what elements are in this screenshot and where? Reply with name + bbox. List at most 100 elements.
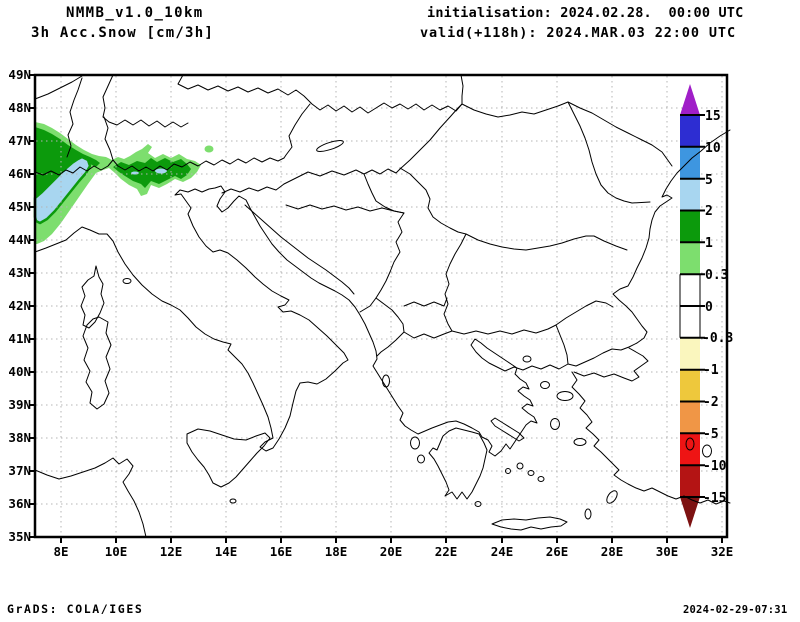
colorbar-label: 0.3	[705, 268, 728, 283]
lon-label: 18E	[325, 544, 348, 559]
model-title: NMMB_v1.0_10km	[66, 5, 204, 21]
colorbar-segment	[680, 115, 700, 147]
lon-label: 22E	[435, 544, 458, 559]
lat-label: 36N	[8, 496, 31, 511]
colorbar-label: 10	[705, 141, 721, 156]
border-france-germany	[34, 75, 83, 100]
border-austria-hungary	[283, 103, 311, 159]
border-croatia-bosnia	[244, 204, 355, 295]
lat-label: 43N	[8, 265, 31, 280]
border-serbia-macedonia	[403, 297, 448, 307]
lon-label: 20E	[380, 544, 403, 559]
field-title: 3h Acc.Snow [cm/3h]	[31, 25, 214, 41]
colorbar-label: -15	[703, 491, 726, 506]
lon-label: 32E	[711, 544, 734, 559]
lon-label: 12E	[160, 544, 183, 559]
lon-label: 8E	[53, 544, 68, 559]
border-france-switzerland	[66, 77, 83, 158]
colorbar-label: -1	[703, 363, 719, 378]
border-switzerland-italy	[34, 159, 175, 176]
coastline-turkey-west	[571, 371, 731, 505]
colorbar-label: 15	[705, 109, 721, 124]
border-romania-bulgaria-danube	[465, 233, 628, 251]
border-romania-moldova	[567, 101, 651, 204]
lat-label: 38N	[8, 430, 31, 445]
snow-fill-0.3	[204, 145, 214, 153]
lat-label: 48N	[8, 100, 31, 115]
graticule	[36, 76, 726, 536]
lon-axis-labels: 8E 10E 12E 14E 16E 18E 20E 22E 24E 26E 2…	[53, 544, 733, 559]
lat-label: 37N	[8, 463, 31, 478]
colorbar-arrow-top	[680, 84, 700, 115]
colorbar-segment	[680, 337, 700, 370]
border-ukraine-junction	[460, 74, 464, 105]
coastline-aegean-north	[470, 338, 569, 450]
colorbar-segment	[680, 242, 700, 275]
lat-label: 41N	[8, 331, 31, 346]
coastlines-and-borders	[34, 74, 731, 538]
border-romania-ukraine	[461, 101, 569, 118]
lat-label: 45N	[8, 199, 31, 214]
lat-label: 42N	[8, 298, 31, 313]
coastline-marmara-south	[573, 347, 649, 382]
colorbar-label: -5	[703, 427, 719, 442]
snow-contour-fills	[33, 122, 214, 244]
border-albania-greece	[376, 331, 405, 357]
colorbar-label: -0.3	[702, 331, 733, 346]
border-macedonia-greece	[403, 330, 453, 339]
init-time-label: initialisation: 2024.02.28. 00:00 UTC	[427, 5, 744, 21]
colorbar-ticks	[680, 114, 705, 498]
colorbar-segment	[680, 433, 700, 466]
lakes	[316, 140, 712, 458]
border-hungary-romania	[399, 103, 463, 170]
colorbar	[680, 84, 700, 528]
lon-label: 28E	[601, 544, 624, 559]
colorbar-arrow-bottom	[680, 497, 700, 528]
colorbar-segment	[680, 369, 700, 402]
lon-label: 16E	[270, 544, 293, 559]
grads-credit: GrADS: COLA/IGES	[7, 602, 144, 616]
coastline-tunisia	[34, 457, 147, 538]
lat-axis-labels: 49N 48N 47N 46N 45N 44N 43N 42N 41N 40N …	[8, 67, 31, 544]
lon-label: 10E	[105, 544, 128, 559]
border-albania-kosovo-macedonia	[375, 297, 405, 333]
colorbar-side-lines	[679, 274, 701, 338]
colorbar-label: 1	[705, 236, 713, 251]
border-hungary-croatia-serbia	[283, 168, 401, 185]
coastline-euboea	[490, 417, 525, 442]
border-greece-turkey	[555, 324, 569, 365]
creation-timestamp: 2024-02-29-07:31	[683, 604, 788, 616]
lon-label: 30E	[656, 544, 679, 559]
border-moldova-ukraine	[567, 101, 673, 167]
coastline-corsica	[80, 265, 105, 329]
border-bulgaria-greece	[451, 324, 557, 335]
lat-label: 40N	[8, 364, 31, 379]
border-montenegro-albania	[359, 297, 377, 313]
gridline-lat	[36, 107, 726, 505]
coastline-sicily	[186, 428, 271, 488]
coastline-peloponnese	[428, 427, 488, 500]
lat-label: 44N	[8, 232, 31, 247]
colorbar-labels: 15 10 5 2 1 0.3 0 -0.3 -1 -2 -5 -10 -15	[702, 109, 733, 506]
border-slovenia-croatia	[221, 183, 285, 194]
lat-label: 35N	[8, 529, 31, 544]
border-switzerland-austria	[103, 116, 114, 161]
coastline-crete	[491, 516, 568, 531]
country-borders	[34, 74, 673, 365]
lat-label: 46N	[8, 166, 31, 181]
border-bulgaria-turkey	[555, 300, 614, 326]
lon-label: 14E	[215, 544, 238, 559]
colorbar-segment	[680, 465, 700, 497]
lake-balaton	[316, 140, 344, 152]
colorbar-label: -10	[703, 459, 727, 474]
border-switzerland-germany	[102, 74, 189, 128]
border-croatia-serbia-danube	[363, 173, 405, 214]
border-bosnia-sava	[285, 204, 405, 214]
colorbar-segment	[680, 401, 700, 434]
colorbar-segment	[680, 210, 700, 243]
axis-ticks	[29, 74, 723, 543]
border-serbia-bulgaria	[443, 233, 467, 332]
small-islands	[122, 278, 618, 520]
